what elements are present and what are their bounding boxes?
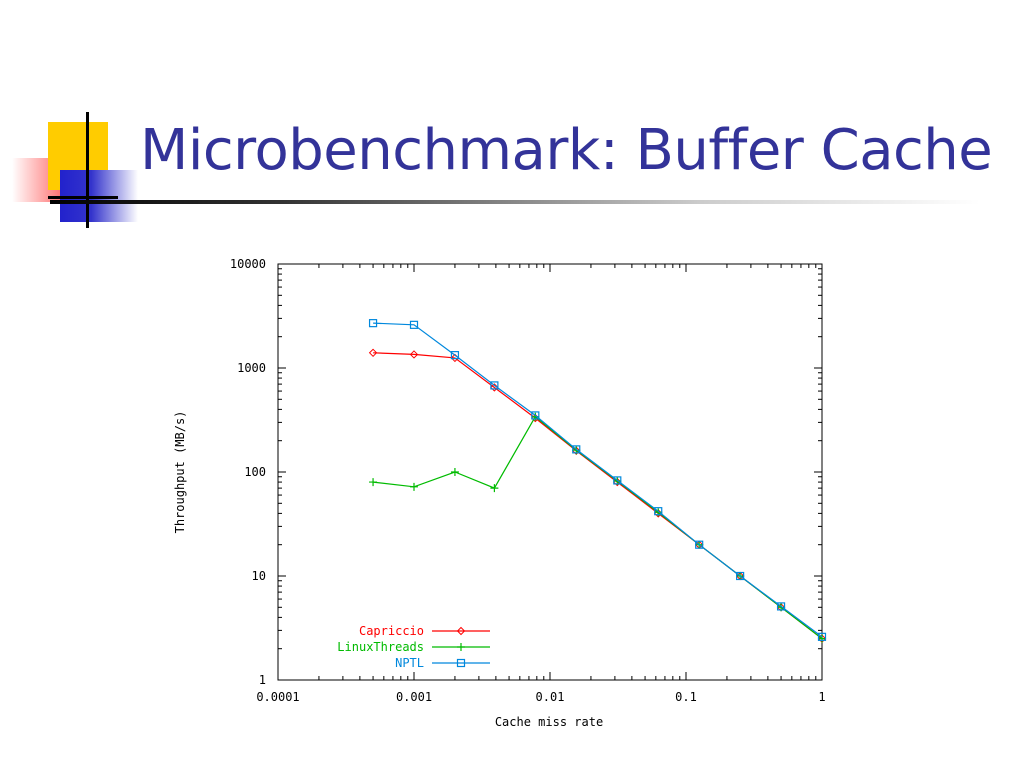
x-axis-label: Cache miss rate (495, 715, 603, 729)
series-capriccio (368, 348, 827, 643)
x-tick-label: 0.001 (396, 690, 432, 704)
legend-marker-linuxthreads (457, 643, 465, 651)
y-tick-label: 10000 (230, 257, 266, 271)
series-line-linuxthreads (373, 415, 823, 640)
data-point-linuxthreads (369, 478, 378, 487)
x-tick-label: 0.01 (536, 690, 565, 704)
series-line-nptl (373, 322, 823, 638)
data-point-nptl (490, 381, 499, 390)
legend-marker-capriccio (456, 626, 466, 636)
data-point-nptl (736, 571, 745, 581)
legend-label-linuxthreads: LinuxThreads (337, 640, 424, 654)
data-point-nptl (776, 602, 786, 611)
y-tick-label: 10 (252, 569, 266, 583)
data-point-linuxthreads (410, 482, 418, 491)
plot-frame (277, 263, 823, 681)
x-tick-label: 1 (818, 690, 825, 704)
x-tick-label: 0.1 (675, 690, 697, 704)
series-nptl (368, 319, 827, 641)
data-point-nptl (695, 540, 704, 549)
data-point-nptl (654, 507, 663, 516)
y-tick-label: 100 (244, 465, 266, 479)
data-point-capriccio (572, 446, 581, 455)
title-underline (50, 200, 980, 204)
data-point-nptl (368, 319, 378, 328)
data-point-nptl (450, 351, 460, 360)
data-point-capriccio (490, 383, 499, 392)
y-axis-label: Throughput (MB/s) (173, 411, 187, 534)
data-point-linuxthreads (490, 484, 499, 493)
axis-ticks (277, 263, 823, 681)
series-linuxthreads (369, 412, 826, 643)
slide-title: Microbenchmark: Buffer Cache (140, 118, 993, 183)
x-tick-label: 0.0001 (256, 690, 299, 704)
legend-label-capriccio: Capriccio (359, 624, 424, 638)
y-tick-label: 1000 (237, 361, 266, 375)
data-point-linuxthreads (818, 634, 826, 643)
data-point-linuxthreads (450, 468, 459, 476)
data-point-capriccio (368, 348, 378, 358)
data-point-nptl (409, 320, 419, 329)
data-point-capriccio (409, 350, 419, 359)
legend-label-nptl: NPTL (395, 656, 424, 670)
series-line-capriccio (373, 352, 823, 640)
data-point-nptl (817, 632, 827, 641)
legend-marker-nptl (456, 658, 466, 668)
y-tick-label: 1 (259, 673, 266, 687)
data-point-nptl (572, 445, 581, 454)
decoration-vertical-line (86, 112, 89, 228)
series-layer (368, 319, 827, 643)
data-point-nptl (613, 476, 622, 485)
decoration-horizontal-line (48, 196, 118, 199)
data-point-nptl (531, 411, 540, 420)
tick-labels: 0.0001 0.001 0.01 0.1 1 1 10 100 1000 10000 (230, 257, 826, 704)
legend: Capriccio LinuxThreads NPTL (337, 624, 490, 670)
